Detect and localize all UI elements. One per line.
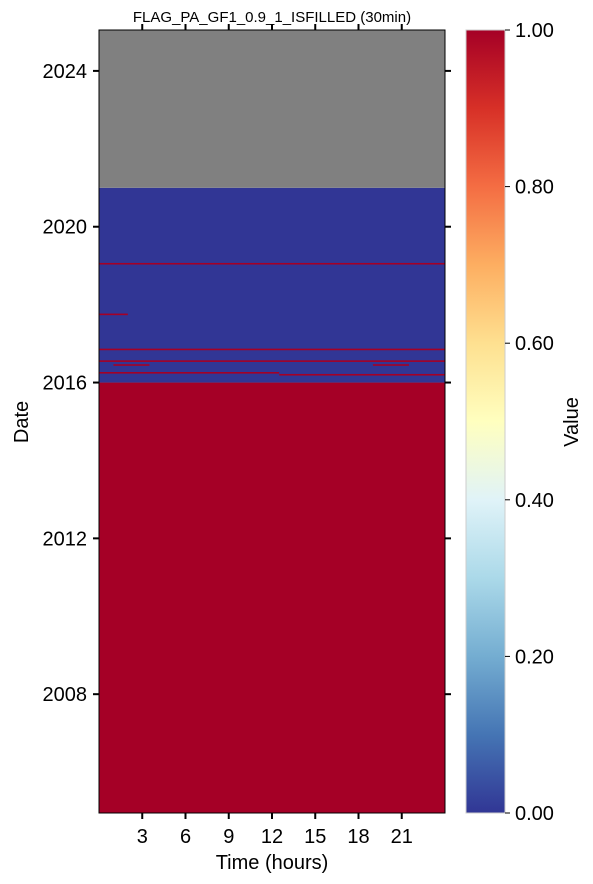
chart-title: FLAG_PA_GF1_0.9_1_ISFILLED (30min) — [133, 9, 411, 26]
filled-gap-line-7 — [279, 373, 445, 376]
filled-gap-line-0 — [99, 262, 445, 265]
x-tick-label: 6 — [180, 826, 191, 848]
y-axis-label: Date — [11, 401, 33, 443]
x-tick-label: 3 — [137, 826, 148, 848]
heatmap-region-2 — [99, 30, 445, 188]
heatmap-region-0 — [99, 382, 445, 813]
x-tick-label: 21 — [391, 826, 413, 848]
colorbar-tick-label: 0.20 — [515, 646, 554, 668]
x-axis-label: Time (hours) — [216, 852, 329, 874]
filled-gap-line-1 — [99, 313, 128, 316]
y-tick-label: 2024 — [43, 61, 88, 83]
x-tick-label: 12 — [261, 826, 283, 848]
filled-gap-line-3 — [99, 360, 445, 362]
y-tick-label: 2008 — [43, 684, 88, 706]
heatmap-plot-area — [98, 29, 446, 814]
colorbar-label: Value — [561, 397, 583, 447]
colorbar-ticks: 0.00 0.20 0.40 0.60 0.80 1.00 — [505, 20, 554, 825]
colorbar-tick-label: 0.80 — [515, 177, 554, 199]
x-tick-label: 9 — [223, 826, 234, 848]
y-tick-label: 2016 — [43, 373, 88, 395]
colorbar-tick-label: 0.00 — [515, 803, 554, 825]
filled-gap-line-6 — [99, 372, 280, 374]
y-tick-label: 2020 — [43, 217, 88, 239]
colorbar-gradient — [465, 29, 506, 814]
filled-gap-line-5 — [372, 364, 409, 366]
colorbar-tick-label: 0.60 — [515, 333, 554, 355]
y-tick-label: 2012 — [43, 528, 88, 550]
filled-gap-line-4 — [113, 364, 150, 366]
x-axis: 3 6 9 12 15 18 21 — [137, 24, 413, 848]
colorbar-tick-label: 1.00 — [515, 20, 554, 42]
x-tick-label: 15 — [304, 826, 326, 848]
colorbar-tick-label: 0.40 — [515, 490, 554, 512]
colorbar: 0.00 0.20 0.40 0.60 0.80 1.00 Value — [465, 20, 583, 825]
y-axis: 2008 2012 2016 2020 2024 — [43, 61, 451, 706]
heatmap-region-1 — [99, 187, 445, 383]
x-tick-label: 18 — [347, 826, 369, 848]
filled-gap-line-2 — [99, 348, 445, 351]
